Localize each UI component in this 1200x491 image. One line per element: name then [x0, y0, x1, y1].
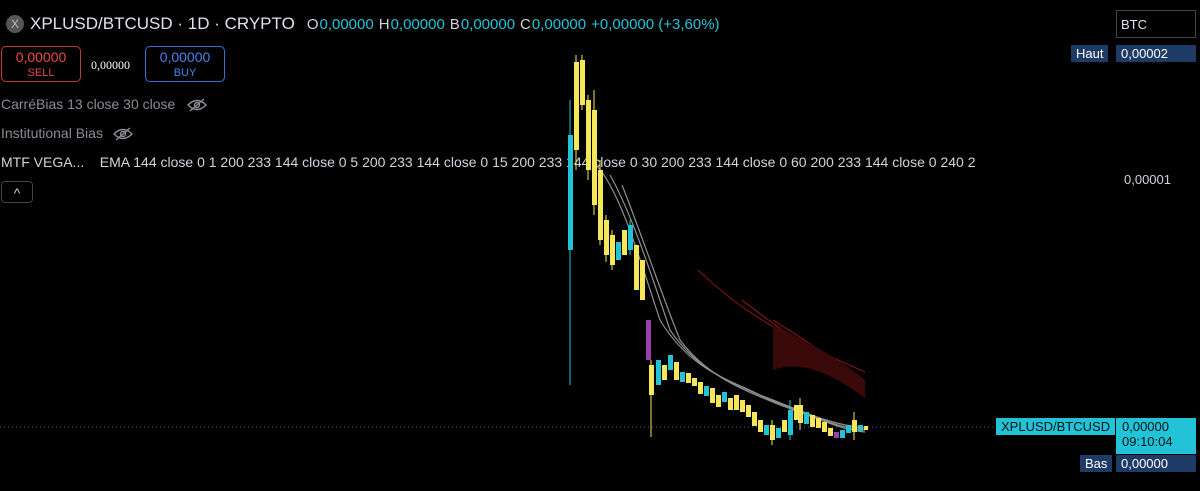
- indicator-name: Institutional Bias: [1, 125, 103, 141]
- countdown: 09:10:04: [1122, 434, 1173, 449]
- header: X XPLUSD/BTCUSD · 1D · CRYPTO O 0,00000 H…: [6, 14, 720, 34]
- high-value: 0,00002: [1116, 45, 1196, 62]
- symbol-logo: X: [6, 15, 24, 33]
- last-price-tag: 0,00000 09:10:04: [1116, 418, 1196, 454]
- indicator[interactable]: Institutional Bias: [1, 125, 133, 141]
- buy-button[interactable]: 0,00000 BUY: [145, 46, 225, 82]
- low-value: 0,00000: [1116, 455, 1196, 472]
- last-value: 0,00000: [1122, 419, 1169, 434]
- hidden-icon[interactable]: [187, 98, 208, 112]
- hidden-icon[interactable]: [112, 127, 133, 141]
- price-chart: [0, 55, 1110, 445]
- ohlc-label: B: [449, 15, 460, 33]
- ohlc-value: 0,00000: [531, 15, 587, 33]
- ohlc-label: C: [520, 15, 531, 33]
- sell-button[interactable]: 0,00000 SELL: [1, 46, 81, 82]
- ohlc-value: 0,00000: [460, 15, 516, 33]
- buy-price: 0,00000: [159, 49, 211, 65]
- indicator[interactable]: CarréBias 13 close 30 close: [1, 96, 208, 112]
- price-tick-label: 0,00001: [1124, 172, 1171, 187]
- ohlc-label: O: [306, 15, 319, 33]
- ohlc: O 0,00000 H 0,00000 B 0,00000 C 0,00000 +0,0…: [307, 16, 720, 33]
- symbol[interactable]: XPLUSD/BTCUSD · 1D · CRYPTO: [30, 14, 295, 33]
- low-label: Bas: [1080, 455, 1113, 472]
- indicator-name: CarréBias 13 close 30 close: [1, 96, 176, 112]
- symbol-tag: XPLUSD/BTCUSD: [996, 418, 1116, 435]
- indicator-name: MTF VEGA...: [1, 154, 85, 170]
- candles: [568, 55, 868, 445]
- spread: 0,00000: [91, 58, 130, 72]
- sell-price: 0,00000: [15, 49, 67, 65]
- change: +0,00000 (+3,60%): [591, 15, 720, 33]
- ohlc-label: H: [378, 15, 390, 33]
- sell-label: SELL: [27, 67, 55, 79]
- indicator-params: EMA 144 close 0 1 200 233 144 close 0 5 …: [99, 154, 976, 170]
- ohlc-value: 0,00000: [319, 15, 374, 33]
- high-label: Haut: [1071, 45, 1109, 62]
- currency-selector[interactable]: BTC: [1116, 10, 1196, 38]
- indicator[interactable]: MTF VEGA... EMA 144 close 0 1 200 233 14…: [1, 154, 1041, 170]
- buy-label: BUY: [173, 67, 197, 79]
- collapse-button[interactable]: ^: [1, 181, 33, 203]
- ohlc-value: 0,00000: [390, 15, 445, 33]
- ema-fill: [773, 325, 865, 398]
